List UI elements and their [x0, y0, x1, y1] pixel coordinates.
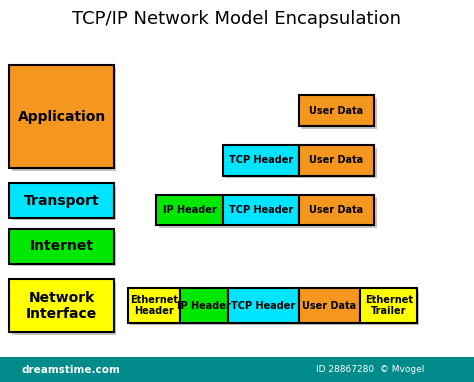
Bar: [9, 229, 114, 264]
Text: User Data: User Data: [310, 106, 364, 116]
Text: User Data: User Data: [310, 155, 364, 165]
Bar: [301, 197, 377, 228]
Text: Network
Interface: Network Interface: [26, 290, 97, 321]
Text: Transport: Transport: [24, 194, 100, 207]
Text: Ethernet
Header: Ethernet Header: [130, 295, 178, 316]
Bar: [299, 96, 374, 126]
Bar: [225, 148, 301, 178]
Bar: [363, 291, 419, 325]
Bar: [156, 195, 223, 225]
Bar: [9, 279, 114, 332]
Bar: [182, 291, 230, 325]
Bar: [130, 291, 182, 325]
Bar: [0, 357, 474, 382]
Bar: [12, 282, 116, 335]
Text: ID 28867280  © Mvogel: ID 28867280 © Mvogel: [316, 365, 424, 374]
Text: Internet: Internet: [29, 240, 94, 253]
Bar: [12, 232, 116, 266]
Text: TCP Header: TCP Header: [231, 301, 295, 311]
Bar: [301, 291, 363, 325]
Text: Application: Application: [18, 110, 106, 123]
Bar: [180, 288, 228, 323]
Bar: [299, 145, 374, 176]
Bar: [301, 98, 377, 129]
Text: TCP Header: TCP Header: [228, 155, 293, 165]
Text: User Data: User Data: [310, 205, 364, 215]
Text: IP Header: IP Header: [163, 205, 217, 215]
Bar: [230, 291, 301, 325]
Bar: [9, 183, 114, 218]
Bar: [299, 288, 360, 323]
Text: IP Header: IP Header: [177, 301, 231, 311]
Bar: [223, 195, 299, 225]
Bar: [228, 288, 299, 323]
Text: Ethernet
Trailer: Ethernet Trailer: [365, 295, 413, 316]
Bar: [9, 65, 114, 168]
Bar: [299, 195, 374, 225]
Bar: [128, 288, 180, 323]
Text: TCP/IP Network Model Encapsulation: TCP/IP Network Model Encapsulation: [73, 10, 401, 28]
Bar: [301, 148, 377, 178]
Text: User Data: User Data: [302, 301, 356, 311]
Bar: [225, 197, 301, 228]
Bar: [12, 68, 116, 171]
Bar: [223, 145, 299, 176]
Bar: [360, 288, 417, 323]
Text: dreamstime.com: dreamstime.com: [22, 365, 120, 375]
Text: TCP Header: TCP Header: [228, 205, 293, 215]
Bar: [12, 186, 116, 220]
Bar: [159, 197, 225, 228]
